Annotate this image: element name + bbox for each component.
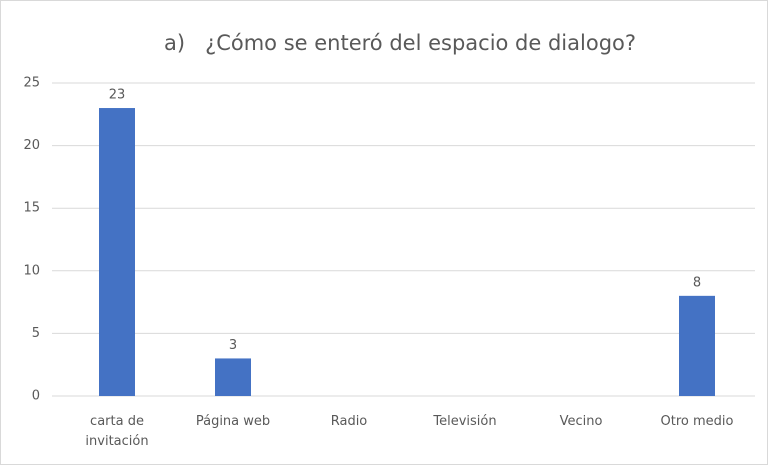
- y-tick-label: 0: [32, 389, 40, 404]
- y-tick-label: 20: [23, 138, 40, 153]
- bar: [99, 108, 135, 396]
- y-tick-label: 5: [32, 326, 40, 341]
- chart-title: a) ¿Cómo se enteró del espacio de dialog…: [164, 31, 636, 55]
- x-tick-label: Vecino: [560, 414, 603, 429]
- x-tick-label: Televisión: [432, 414, 496, 429]
- data-label: 8: [693, 275, 701, 290]
- y-tick-label: 15: [23, 201, 40, 216]
- y-tick-label: 25: [23, 76, 40, 91]
- x-tick-label: Página web: [196, 414, 270, 429]
- x-tick-label: carta de invitación: [85, 414, 148, 449]
- y-tick-label: 10: [23, 263, 40, 278]
- x-tick-label: Otro medio: [661, 414, 734, 429]
- x-tick-label: Radio: [331, 414, 368, 429]
- data-label: 23: [109, 88, 126, 103]
- bar: [215, 358, 251, 396]
- data-label: 3: [229, 338, 237, 353]
- bar: [679, 295, 715, 396]
